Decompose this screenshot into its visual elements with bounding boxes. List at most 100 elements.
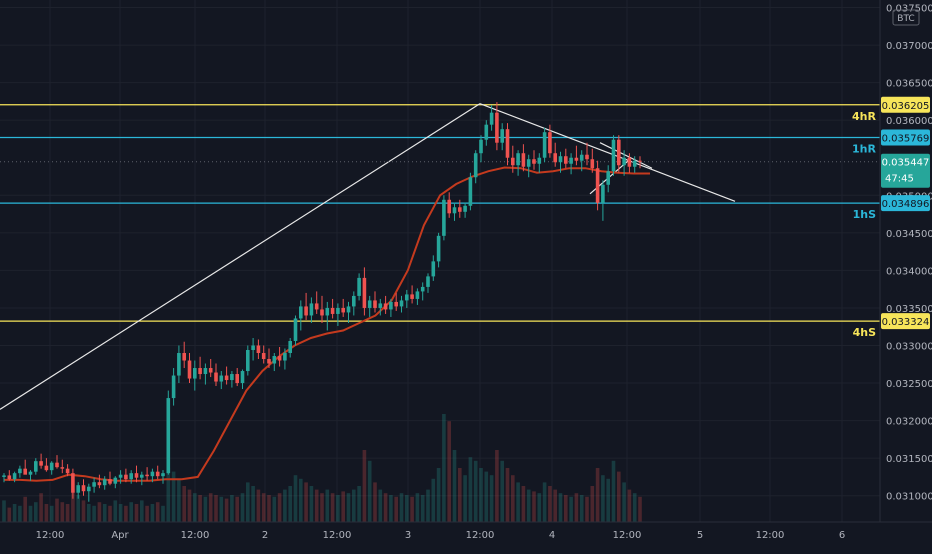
trendline: [0, 103, 481, 410]
level-price-tag: 0.034896: [881, 195, 930, 212]
volume-bar: [601, 475, 605, 522]
y-tick-label: 0.034500: [886, 229, 932, 240]
volume-bar: [526, 489, 531, 522]
candle: [166, 390, 171, 475]
volume-bar: [203, 496, 208, 522]
volume-bar: [60, 502, 65, 522]
volume-bar: [118, 504, 123, 522]
candle: [452, 202, 457, 221]
y-tick-label: 0.031500: [886, 454, 932, 465]
candle: [367, 295, 372, 317]
candle: [177, 345, 181, 384]
volume-bar: [611, 460, 616, 522]
volume-bar: [505, 468, 510, 522]
volume-bar: [134, 504, 139, 522]
volume-bar: [18, 505, 22, 522]
svg-text:0.034896: 0.034896: [882, 199, 930, 210]
candle: [18, 465, 22, 478]
candle: [532, 150, 536, 170]
candle: [442, 195, 446, 241]
candle: [261, 345, 266, 364]
candle: [458, 199, 462, 218]
candle: [389, 298, 393, 317]
candle: [71, 468, 75, 499]
candle: [219, 371, 224, 390]
candle: [473, 150, 478, 184]
candle: [60, 459, 65, 474]
candle: [187, 353, 192, 384]
volume-bar: [76, 495, 80, 522]
volume-bar: [479, 468, 483, 522]
volume-bar: [341, 491, 345, 522]
level-price-tag: 0.033324: [881, 313, 930, 330]
candle: [277, 346, 282, 367]
candle: [81, 479, 86, 496]
volume-bar: [558, 493, 563, 522]
volume-bar: [124, 505, 128, 522]
candle: [362, 267, 367, 316]
volume-bar: [489, 475, 494, 522]
candle: [426, 273, 430, 293]
candle: [214, 363, 218, 387]
candle: [558, 151, 563, 173]
candle: [638, 156, 642, 169]
candle: [124, 468, 128, 483]
volume-bar: [511, 475, 515, 522]
volume-bar: [102, 504, 107, 522]
volume-bar: [330, 493, 335, 522]
candle: [325, 301, 330, 331]
candle: [420, 282, 425, 301]
volume-bar: [283, 489, 287, 522]
candle: [564, 148, 568, 169]
volume-bar: [569, 496, 573, 522]
candle: [76, 482, 80, 499]
candle: [569, 153, 573, 175]
candle: [617, 135, 621, 173]
y-tick-label: 0.033500: [886, 304, 932, 315]
candle: [145, 467, 149, 481]
candle: [336, 303, 340, 326]
candle: [447, 192, 451, 218]
candle: [574, 145, 579, 166]
x-tick-label: 12:00: [613, 530, 642, 541]
candle: [283, 348, 287, 370]
price-tags: 0.036205 0.035769 0.034896 0.033324 0.035447…: [881, 96, 930, 330]
volume-bar: [468, 457, 473, 522]
volume-bar: [150, 504, 155, 522]
candle: [272, 353, 277, 372]
candle: [537, 153, 542, 173]
candle: [49, 461, 54, 475]
current-price-value: 0.035447: [882, 158, 930, 169]
volume-bar: [442, 414, 446, 522]
volume-bar: [256, 489, 261, 522]
candle: [134, 465, 139, 483]
volume-bar: [325, 489, 330, 522]
svg-text:0.033324: 0.033324: [882, 317, 930, 328]
time-axis[interactable]: 12:00 Apr 12:00 2 12:00 3 12:00 4 12:00 5 12:00 6: [36, 530, 846, 541]
volume-bar: [405, 495, 409, 522]
candle: [161, 470, 165, 484]
volume-bar: [304, 482, 308, 522]
grid: [0, 0, 880, 522]
candle: [320, 295, 324, 323]
candle: [516, 150, 520, 176]
candle: [55, 455, 59, 469]
volume-bar: [277, 493, 282, 522]
x-tick-label: 3: [405, 530, 411, 541]
volume-bar: [553, 489, 557, 522]
candle: [235, 368, 239, 387]
candle: [627, 153, 632, 173]
volume-bar: [182, 486, 186, 522]
y-tick-label: 0.036500: [886, 79, 932, 90]
volume-bar: [627, 489, 632, 522]
candle: [267, 348, 271, 369]
volume-bars: [2, 414, 642, 522]
candle: [553, 142, 557, 167]
candle: [314, 291, 319, 314]
volume-bar: [193, 493, 197, 522]
level-price-tag: 0.035769: [881, 129, 930, 146]
volume-bar: [373, 482, 377, 522]
volume-bar: [452, 450, 457, 522]
candle: [203, 363, 208, 385]
